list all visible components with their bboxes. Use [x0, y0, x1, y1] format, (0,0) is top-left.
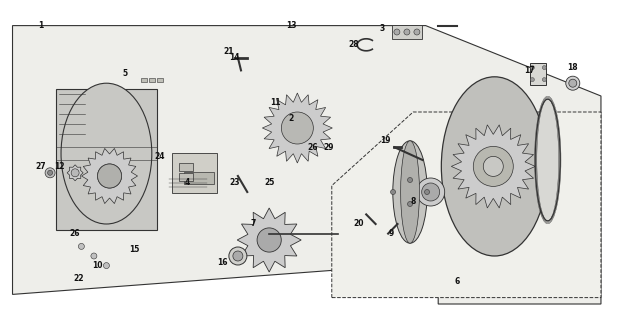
Circle shape: [283, 114, 312, 142]
Text: 12: 12: [54, 162, 64, 171]
Circle shape: [103, 263, 110, 268]
Circle shape: [229, 247, 247, 265]
Circle shape: [408, 178, 413, 182]
Ellipse shape: [393, 141, 427, 243]
Ellipse shape: [441, 77, 548, 256]
Text: 9: 9: [389, 229, 394, 238]
Circle shape: [98, 164, 121, 188]
Circle shape: [483, 156, 503, 176]
Circle shape: [473, 147, 513, 186]
Text: 6: 6: [454, 277, 459, 286]
Text: 7: 7: [251, 220, 256, 228]
Text: 11: 11: [270, 98, 280, 107]
Circle shape: [566, 76, 580, 90]
Text: 26: 26: [308, 143, 318, 152]
Text: 8: 8: [411, 197, 416, 206]
Text: 18: 18: [568, 63, 578, 72]
Text: 4: 4: [185, 178, 190, 187]
Circle shape: [72, 170, 78, 176]
Text: 1: 1: [38, 21, 43, 30]
Text: 5: 5: [123, 69, 128, 78]
Text: 27: 27: [36, 162, 46, 171]
FancyBboxPatch shape: [184, 172, 214, 184]
Circle shape: [542, 78, 546, 82]
Text: 24: 24: [155, 152, 165, 161]
Text: 29: 29: [324, 143, 334, 152]
Text: 21: 21: [223, 47, 233, 56]
FancyBboxPatch shape: [530, 63, 546, 84]
Circle shape: [404, 29, 410, 35]
Circle shape: [98, 164, 121, 188]
FancyBboxPatch shape: [56, 89, 156, 230]
Circle shape: [391, 189, 396, 195]
Polygon shape: [13, 26, 601, 304]
Circle shape: [569, 79, 577, 87]
Circle shape: [91, 253, 97, 259]
FancyBboxPatch shape: [157, 78, 163, 82]
Circle shape: [45, 168, 55, 178]
Circle shape: [417, 178, 444, 206]
FancyBboxPatch shape: [172, 153, 217, 193]
Polygon shape: [451, 125, 535, 208]
Text: 3: 3: [379, 24, 384, 33]
Text: 14: 14: [230, 53, 240, 62]
FancyBboxPatch shape: [179, 173, 193, 181]
Text: 20: 20: [354, 220, 364, 228]
Polygon shape: [332, 112, 601, 298]
Circle shape: [394, 29, 400, 35]
Text: 19: 19: [380, 136, 390, 145]
Circle shape: [281, 112, 314, 144]
Circle shape: [422, 183, 439, 201]
Circle shape: [542, 66, 546, 70]
Text: 2: 2: [289, 114, 294, 123]
Text: 10: 10: [92, 261, 102, 270]
Text: 17: 17: [524, 66, 534, 75]
Text: 15: 15: [130, 245, 140, 254]
FancyBboxPatch shape: [179, 163, 193, 171]
Circle shape: [257, 228, 281, 252]
Polygon shape: [237, 208, 301, 272]
Text: 13: 13: [286, 21, 296, 30]
Circle shape: [476, 149, 511, 184]
FancyBboxPatch shape: [392, 25, 422, 39]
Ellipse shape: [61, 83, 151, 224]
Circle shape: [48, 170, 53, 175]
Ellipse shape: [401, 141, 419, 243]
Circle shape: [414, 29, 420, 35]
Circle shape: [530, 66, 535, 70]
Text: 26: 26: [70, 229, 80, 238]
Polygon shape: [67, 165, 83, 181]
Polygon shape: [81, 148, 138, 204]
Text: 23: 23: [230, 178, 240, 187]
Polygon shape: [262, 93, 332, 163]
Circle shape: [408, 202, 413, 206]
Circle shape: [78, 244, 85, 249]
Text: 25: 25: [264, 178, 274, 187]
Text: 22: 22: [73, 274, 83, 283]
Circle shape: [71, 169, 79, 177]
Text: 16: 16: [217, 258, 227, 267]
FancyBboxPatch shape: [141, 78, 147, 82]
Ellipse shape: [535, 99, 560, 221]
Circle shape: [233, 251, 243, 261]
Circle shape: [424, 189, 429, 195]
FancyBboxPatch shape: [149, 78, 155, 82]
Circle shape: [530, 78, 535, 82]
Text: 28: 28: [349, 40, 359, 49]
